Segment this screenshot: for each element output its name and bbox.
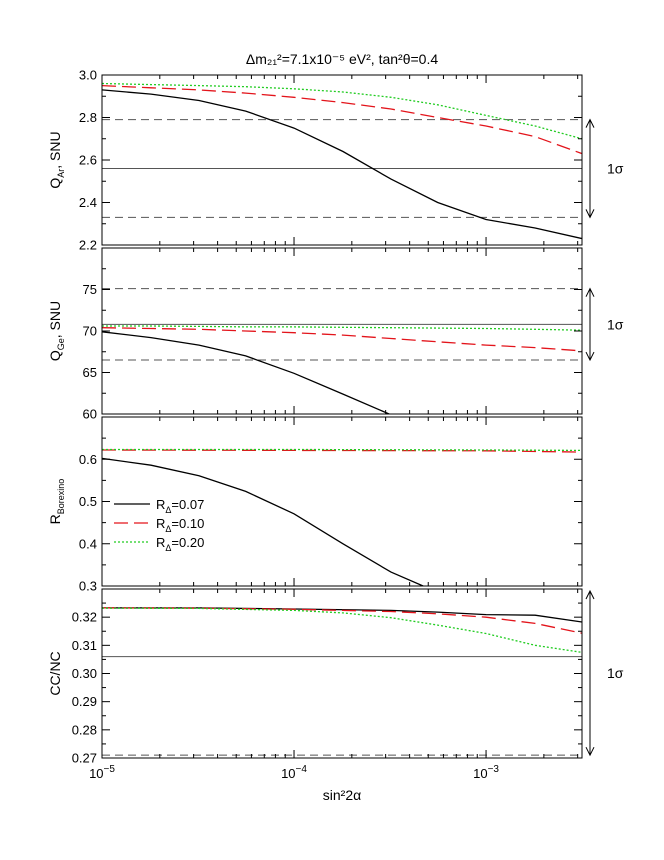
chart-title: Δm₂₁²=7.1x10⁻⁵ eV², tan²θ=0.4	[246, 51, 438, 67]
y-tick-label: 0.29	[72, 694, 97, 709]
x-tick-label: 10−5	[89, 764, 115, 781]
y-tick-label: 0.31	[72, 638, 97, 653]
y-tick-label: 3.0	[79, 68, 97, 83]
y-axis-label-unit: , SNU	[47, 131, 63, 168]
panel-frame	[101, 247, 583, 415]
axis-ticks	[101, 74, 582, 759]
y-tick-label: 2.8	[79, 110, 97, 125]
y-axis-label-sub: Ge	[56, 338, 66, 350]
x-tick-label-exponent: −4	[296, 764, 308, 775]
x-tick-label-base: 10	[473, 766, 487, 781]
reference-lines	[102, 118, 595, 757]
legend-label-sub: Δ	[165, 524, 171, 534]
y-axis-label-sub: Ar	[56, 169, 66, 178]
sigma-arrow-up	[585, 589, 595, 600]
y-tick-label: 0.30	[72, 666, 97, 681]
x-tick-label-exponent: −3	[488, 764, 500, 775]
y-tick-label: 0.32	[72, 610, 97, 625]
y-tick-label: 0.5	[79, 494, 97, 509]
series-line-3	[102, 607, 582, 654]
legend-label-value: =0.07	[171, 497, 204, 512]
legend-label-main: R	[156, 516, 165, 531]
x-tick-label: 10−3	[473, 764, 499, 781]
sigma-label: 1σ	[607, 665, 624, 681]
series-line-2	[102, 607, 582, 634]
series-line-3	[102, 448, 582, 452]
series-line-2	[102, 449, 582, 453]
legend-label-value: =0.20	[171, 535, 204, 550]
legend-label-main: R	[156, 535, 165, 550]
y-tick-label: 65	[83, 365, 97, 380]
sigma-arrow-down	[585, 209, 595, 219]
legend-label-1: RΔ=0.07	[156, 497, 204, 515]
y-axis-label: RBorexino	[47, 479, 66, 525]
x-tick-label: 10−4	[281, 764, 307, 781]
legend-label-value: =0.10	[171, 516, 204, 531]
y-tick-label: 70	[83, 324, 97, 339]
sigma-label: 1σ	[607, 316, 624, 332]
y-axis-label: CC/NC	[47, 651, 63, 695]
sigma-arrow-down	[585, 351, 595, 362]
series-line-1	[102, 457, 424, 586]
sigma-arrow-down	[585, 746, 595, 757]
y-axis-label-unit: , SNU	[47, 301, 63, 338]
y-axis-label-main: Q	[47, 178, 63, 189]
y-axis-label-main: CC/NC	[47, 651, 63, 695]
y-tick-label: 0.6	[79, 452, 97, 467]
y-axis-label-sub: Borexino	[56, 479, 66, 515]
series-line-1	[102, 331, 391, 414]
series-line-2	[102, 84, 582, 155]
legend-label-sub: Δ	[165, 505, 171, 515]
y-axis-label-main: R	[47, 514, 63, 524]
legend-label-main: R	[156, 497, 165, 512]
sigma-arrow-up	[585, 118, 595, 128]
sigma-label: 1σ	[607, 161, 624, 177]
panel-frames	[101, 74, 583, 759]
y-axis-label-main: Q	[47, 350, 63, 361]
x-tick-label-exponent: −5	[104, 764, 116, 775]
series-line-3	[102, 82, 582, 140]
y-tick-label: 0.4	[79, 536, 97, 551]
y-tick-label: 2.4	[79, 195, 97, 210]
x-axis-label: sin²2α	[323, 787, 361, 803]
y-tick-label: 0.27	[72, 751, 97, 766]
y-axis-label: QAr, SNU	[47, 131, 66, 188]
y-tick-label: 0.28	[72, 722, 97, 737]
x-tick-label-base: 10	[281, 766, 295, 781]
y-axis-label: QGe, SNU	[47, 301, 66, 361]
sigma-arrow-up	[585, 287, 595, 297]
legend-label-2: RΔ=0.10	[156, 516, 204, 534]
series-line-2	[102, 327, 582, 352]
data-series	[102, 82, 582, 654]
legend-label-3: RΔ=0.20	[156, 535, 204, 553]
y-tick-label: 2.6	[79, 153, 97, 168]
panel-frame	[101, 74, 583, 246]
legend-label-sub: Δ	[165, 543, 171, 553]
y-tick-label: 60	[83, 407, 97, 422]
y-tick-label: 2.2	[79, 238, 97, 253]
y-tick-label: 75	[83, 282, 97, 297]
series-line-3	[102, 325, 582, 331]
y-tick-label: 0.3	[79, 579, 97, 594]
series-line-1	[102, 89, 582, 240]
x-tick-label-base: 10	[89, 766, 103, 781]
